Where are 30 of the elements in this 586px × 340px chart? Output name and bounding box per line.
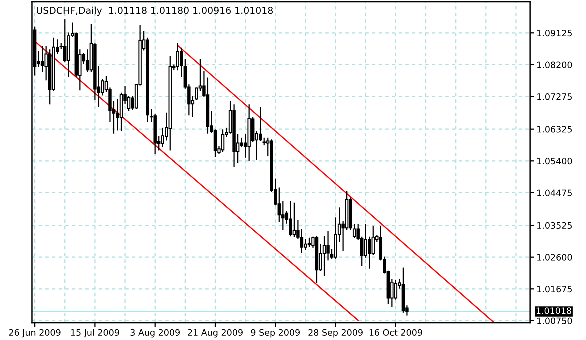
y-tick-label: 1.07275 — [538, 94, 572, 100]
y-tick-label: 1.09125 — [538, 30, 572, 37]
candlestick — [368, 236, 372, 269]
y-tick-label: 1.06325 — [538, 126, 572, 133]
y-tick-label: 1.01675 — [538, 286, 572, 293]
y-tick-label: 1.02600 — [538, 254, 572, 261]
x-tick-label: 21 Aug 2009 — [188, 329, 243, 338]
chart-title: USDCHF,Daily 1.01118 1.01180 1.00916 1.01018 — [37, 6, 274, 16]
candlestick — [304, 239, 308, 250]
x-tick-label: 15 Jul 2009 — [71, 329, 120, 338]
x-tick-label: 16 Oct 2009 — [370, 329, 422, 336]
candlestick — [372, 226, 375, 256]
candlestick — [221, 130, 225, 152]
candlestick — [326, 231, 330, 261]
x-tick-label: 9 Sep 2009 — [251, 329, 300, 338]
candlestick — [40, 46, 44, 72]
y-tick-label: 1.03525 — [538, 222, 572, 230]
candlestick — [292, 202, 296, 238]
candlestick — [394, 280, 398, 300]
y-tick-label: 1.04475 — [538, 190, 572, 196]
x-tick-label: 26 Jun 2009 — [9, 329, 61, 338]
ref-line-label: 1.01018 — [536, 308, 572, 314]
candlestick — [258, 106, 262, 142]
y-tick-label: 1.05400 — [538, 158, 572, 165]
x-tick-label: 3 Aug 2009 — [130, 329, 180, 338]
candlestick — [289, 201, 292, 237]
y-tick-label: 1.00750 — [538, 318, 572, 324]
x-tick-label: 28 Sep 2009 — [308, 329, 363, 338]
candlestick — [64, 19, 67, 62]
y-tick-label: 1.08200 — [538, 62, 572, 68]
